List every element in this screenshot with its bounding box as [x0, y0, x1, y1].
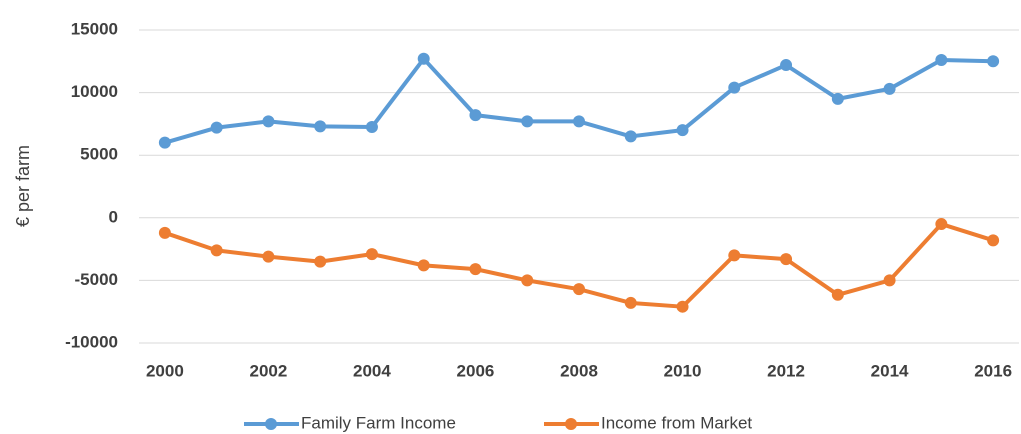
point [935, 54, 948, 67]
y-tick-label: 15000 [71, 19, 118, 38]
point [314, 120, 327, 133]
point [573, 283, 585, 296]
point [365, 248, 378, 261]
point [780, 59, 793, 72]
point [987, 234, 1000, 247]
point [676, 124, 689, 137]
point [883, 82, 896, 95]
x-tick-label: 2010 [664, 361, 702, 380]
legend-label: Income from Market [601, 413, 752, 432]
x-tick-label: 2006 [457, 361, 495, 380]
point [935, 218, 948, 231]
x-tick-label: 2016 [974, 361, 1012, 380]
point [624, 130, 637, 143]
legend-label: Family Farm Income [301, 413, 456, 432]
series-line [164, 56, 994, 145]
x-tick-label: 2000 [146, 361, 184, 380]
y-tick-label: -10000 [65, 332, 118, 351]
point [780, 253, 793, 266]
legend-marker [265, 418, 277, 430]
y-tick-label: -5000 [75, 270, 118, 289]
point [417, 259, 430, 272]
point [883, 274, 896, 287]
point [831, 288, 844, 301]
point [314, 255, 327, 268]
point [831, 92, 844, 105]
point [728, 249, 741, 262]
x-tick-label: 2008 [560, 361, 598, 380]
point [417, 52, 430, 65]
x-tick-label: 2004 [353, 361, 391, 380]
point [210, 244, 223, 257]
point [624, 296, 637, 309]
point [210, 121, 223, 134]
point [987, 55, 1000, 68]
point [262, 250, 275, 263]
point [469, 109, 482, 122]
y-tick-label: 5000 [80, 145, 118, 164]
x-tick-label: 2002 [249, 361, 287, 380]
point [728, 81, 741, 94]
point [573, 115, 585, 128]
point [365, 121, 378, 134]
legend-marker [565, 418, 577, 430]
point [262, 115, 275, 128]
point [521, 115, 534, 128]
x-tick-label: 2012 [767, 361, 805, 380]
x-tick-label: 2014 [871, 361, 909, 380]
y-axis-title: € per farm [13, 145, 33, 227]
point [158, 136, 171, 149]
y-tick-label: 0 [109, 207, 118, 226]
point [469, 263, 482, 276]
point [521, 274, 534, 287]
point [158, 226, 171, 239]
point [676, 300, 689, 313]
y-tick-label: 10000 [71, 82, 118, 101]
